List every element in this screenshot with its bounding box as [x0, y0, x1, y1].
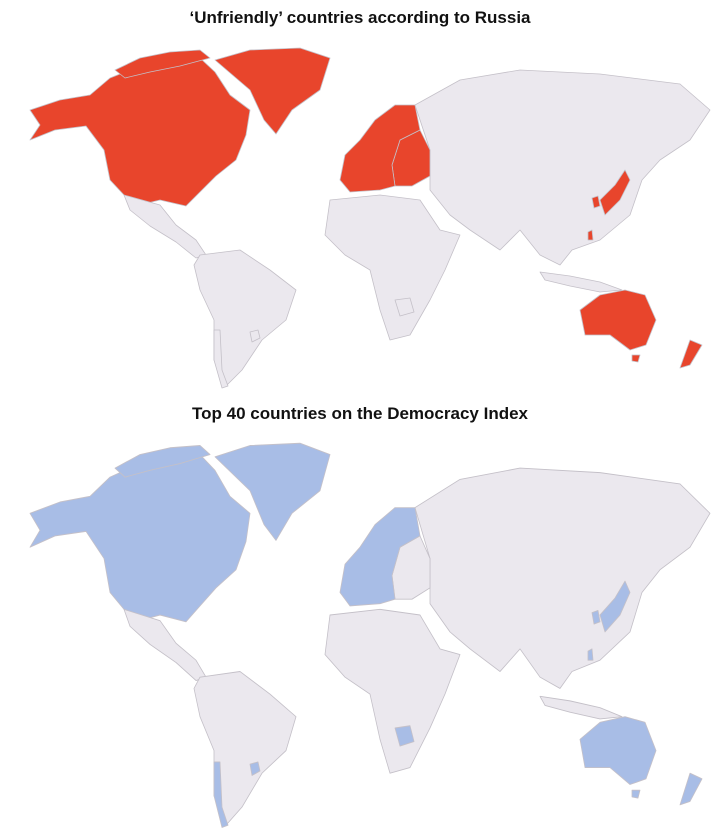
arctic-islands — [114, 445, 211, 478]
north-america — [29, 454, 251, 623]
indonesia — [539, 695, 623, 720]
south-america — [193, 249, 297, 387]
uruguay — [249, 761, 261, 776]
south-korea — [591, 195, 601, 209]
central-america — [123, 194, 207, 259]
south-america — [193, 671, 297, 826]
map-title: Top 40 countries on the Democracy Index — [192, 404, 529, 423]
botswana — [394, 725, 415, 747]
chile — [213, 329, 229, 389]
africa — [324, 608, 461, 774]
indonesia — [539, 271, 623, 293]
western-europe — [339, 507, 421, 607]
new-zealand — [679, 772, 703, 806]
africa — [324, 194, 461, 341]
south-korea — [591, 610, 601, 625]
botswana — [394, 297, 415, 317]
tasmania — [631, 354, 641, 363]
japan — [599, 169, 631, 216]
arctic-islands — [114, 49, 211, 79]
new-zealand — [679, 339, 703, 369]
tasmania — [631, 789, 641, 799]
australia — [579, 716, 657, 785]
central-america — [123, 608, 207, 681]
chile — [213, 761, 229, 828]
greenland — [214, 47, 331, 135]
asia — [414, 467, 711, 689]
western-europe — [339, 104, 421, 193]
north-america — [29, 57, 251, 207]
uruguay — [249, 329, 261, 343]
world-map — [29, 442, 711, 828]
taiwan — [587, 648, 594, 661]
australia — [579, 289, 657, 351]
taiwan — [587, 229, 594, 241]
map-title: ‘Unfriendly’ countries according to Russ… — [189, 8, 531, 27]
greenland — [214, 442, 331, 541]
japan — [599, 580, 631, 633]
asia — [414, 69, 711, 266]
world-map — [29, 47, 711, 389]
